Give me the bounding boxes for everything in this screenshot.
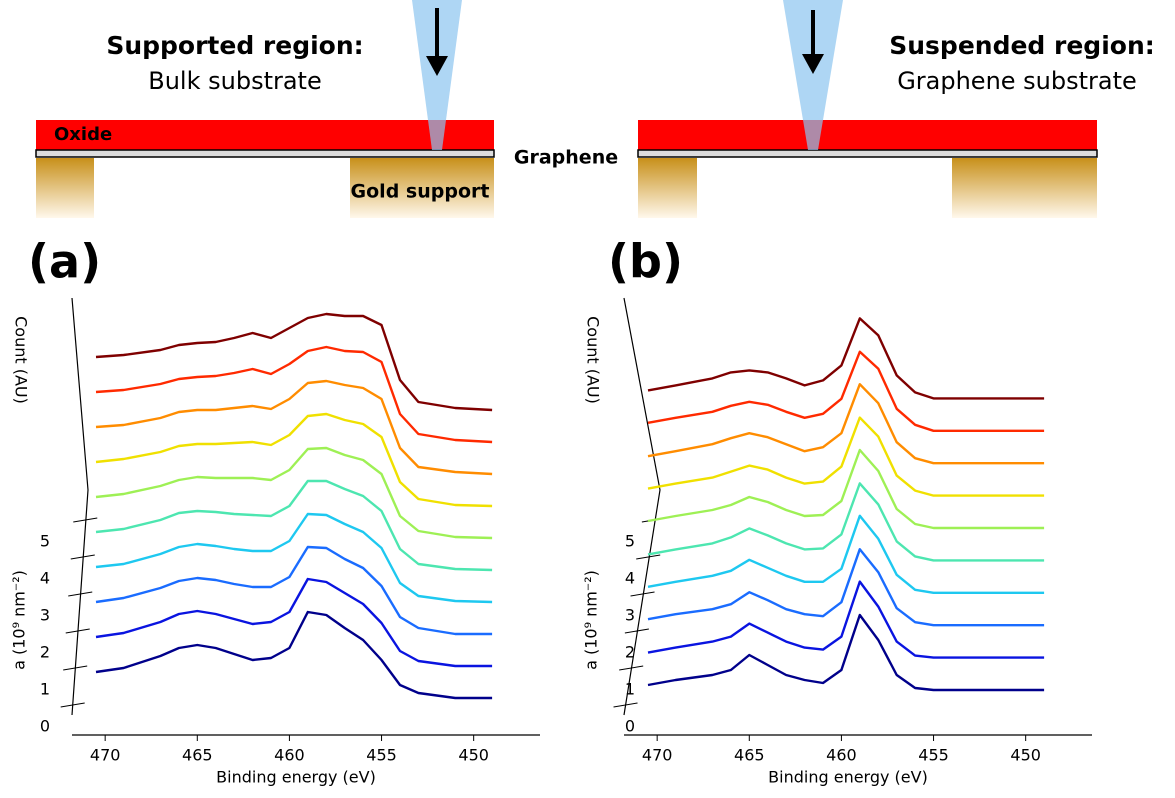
z-tick [613,702,638,708]
gold-support [952,158,1097,218]
y-axis-label: Count (AU) [12,316,31,404]
support-label: Gold support [351,181,490,203]
subheading: Graphene substrate [897,67,1137,95]
spectrum [647,317,1045,400]
spectrum [647,482,1045,562]
z-tick-label: 0 [40,717,50,736]
spectrum [95,512,493,604]
oxide-layer [638,120,1097,150]
spectrum [95,479,493,572]
z-tick [619,665,644,671]
x-tick-label: 450 [458,746,489,765]
spectrum [95,312,493,412]
x-tick-label: 455 [918,746,949,765]
spectrum [95,577,493,668]
spectrum [95,345,493,444]
z-tick-label: 3 [40,606,50,625]
z-tick-label: 2 [40,643,50,662]
graphene-label: Graphene [514,147,618,169]
gold-support [638,158,697,218]
z-axis-label: a (10⁹ nm⁻²) [582,570,601,670]
z-tick [630,591,655,597]
heading: Supported region: [106,31,363,60]
spectrum [647,350,1045,432]
z-tick [60,702,85,708]
beam [783,0,843,150]
x-tick-label: 460 [826,746,857,765]
spectrum [95,379,493,476]
schematic-right: Suspended region: Graphene substrate [637,0,1155,218]
arrow-head [426,56,448,76]
x-tick-label: 455 [366,746,397,765]
z-tick-label: 4 [625,569,635,588]
z-tick [70,554,95,560]
z-tick-label: 5 [40,532,50,551]
subheading: Bulk substrate [148,67,321,95]
spectrum [647,548,1045,627]
z-axis [623,297,661,716]
x-tick-label: 465 [734,746,765,765]
z-tick [636,554,661,560]
schematic-left: Supported region: Bulk substrate Oxide G… [35,0,495,218]
spectrum [647,383,1045,465]
arrow-head [802,54,824,74]
spectrum [95,446,493,540]
oxide-layer [36,120,494,150]
gold-support [350,158,494,218]
z-tick-label: 0 [625,717,635,736]
spectrum [95,412,493,508]
x-tick-label: 470 [90,746,121,765]
panel-label: (a) [28,235,101,289]
z-axis-label: a (10⁹ nm⁻²) [10,570,29,670]
z-tick [68,591,93,597]
spectrum [647,613,1045,692]
z-tick-label: 1 [40,680,50,699]
x-tick-label: 460 [274,746,305,765]
x-tick-label: 450 [1010,746,1041,765]
oxide-label: Oxide [54,124,112,145]
z-tick-label: 1 [625,680,635,699]
spectrum [647,416,1045,497]
z-tick-label: 2 [625,643,635,662]
x-axis-label: Binding energy (eV) [216,768,376,787]
z-tick [624,628,649,634]
z-tick-label: 4 [40,569,50,588]
panel-label: (b) [608,235,683,289]
x-axis-label: Binding energy (eV) [768,768,928,787]
graphene-layer [637,149,1098,158]
spectrum [647,448,1045,530]
spectrum [95,610,493,700]
z-axis [71,297,89,716]
graphene-layer [35,149,495,158]
gold-support [36,158,94,218]
z-tick [73,517,98,523]
y-axis-label: Count (AU) [584,316,603,404]
x-tick-label: 465 [182,746,213,765]
z-tick [65,628,90,634]
z-tick-label: 3 [625,606,635,625]
x-tick-label: 470 [642,746,673,765]
spectrum [95,545,493,636]
heading: Suspended region: [889,31,1155,60]
z-tick-label: 5 [625,532,635,551]
spectrum [647,580,1045,659]
z-tick [63,665,88,671]
spectrum [647,514,1045,594]
